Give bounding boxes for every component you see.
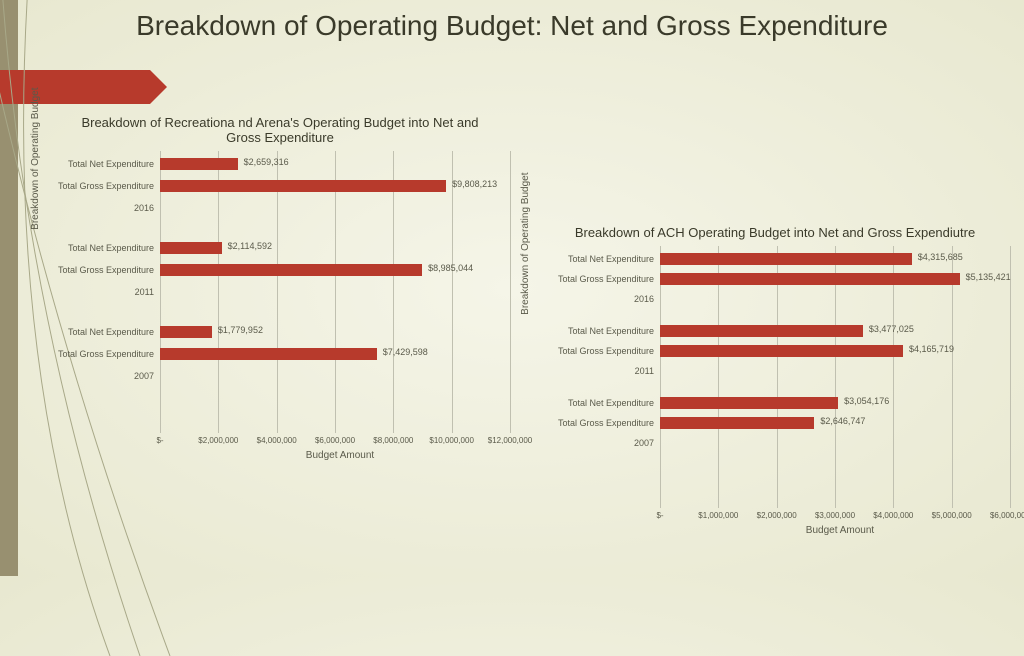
bar xyxy=(660,417,814,429)
year-row: 2016 xyxy=(530,290,660,308)
row-label: Total Net Expenditure xyxy=(40,159,160,169)
year-label: 2016 xyxy=(40,203,160,213)
bar xyxy=(660,397,838,409)
chart-title: Breakdown of ACH Operating Budget into N… xyxy=(530,225,1020,240)
x-tick: $3,000,000 xyxy=(815,511,855,520)
gridline xyxy=(452,151,453,433)
x-tick: $- xyxy=(656,511,663,520)
row-label: Total Net Expenditure xyxy=(40,327,160,337)
bar-row: Total Gross Expenditure$7,429,598 xyxy=(40,345,377,363)
row-label: Total Net Expenditure xyxy=(530,326,660,336)
bar xyxy=(660,273,960,285)
x-axis-label: Budget Amount xyxy=(660,525,1020,536)
x-tick: $12,000,000 xyxy=(488,436,533,445)
bar xyxy=(660,253,912,265)
year-row: 2007 xyxy=(40,367,160,385)
year-row: 2016 xyxy=(40,199,160,217)
x-tick: $2,000,000 xyxy=(757,511,797,520)
bar xyxy=(160,326,212,338)
bar xyxy=(660,325,863,337)
bar-row: Total Net Expenditure$4,315,685 xyxy=(530,250,912,268)
x-tick: $6,000,000 xyxy=(990,511,1024,520)
bar xyxy=(160,180,446,192)
row-label: Total Gross Expenditure xyxy=(40,181,160,191)
bar-value: $5,135,421 xyxy=(960,272,1011,282)
bar-row: Total Gross Expenditure$4,165,719 xyxy=(530,342,903,360)
year-label: 2016 xyxy=(530,294,660,304)
row-label: Total Gross Expenditure xyxy=(40,265,160,275)
row-label: Total Gross Expenditure xyxy=(40,349,160,359)
row-label: Total Net Expenditure xyxy=(40,243,160,253)
x-tick: $6,000,000 xyxy=(315,436,355,445)
year-row: 2011 xyxy=(40,283,160,301)
row-label: Total Net Expenditure xyxy=(530,398,660,408)
gridline xyxy=(510,151,511,433)
chart-title: Breakdown of Recreationa nd Arena's Oper… xyxy=(40,115,520,145)
year-label: 2011 xyxy=(530,366,660,376)
bar-row: Total Gross Expenditure$2,646,747 xyxy=(530,414,814,432)
bar-value: $8,985,044 xyxy=(422,263,473,273)
year-row: 2011 xyxy=(530,362,660,380)
bar-value: $4,315,685 xyxy=(912,252,963,262)
bar xyxy=(160,158,238,170)
bar xyxy=(660,345,903,357)
bar xyxy=(160,242,222,254)
year-label: 2007 xyxy=(530,438,660,448)
bar-value: $3,054,176 xyxy=(838,396,889,406)
bar-row: Total Net Expenditure$3,054,176 xyxy=(530,394,838,412)
bar-value: $1,779,952 xyxy=(212,325,263,335)
row-label: Total Gross Expenditure xyxy=(530,346,660,356)
row-label: Total Gross Expenditure xyxy=(530,418,660,428)
bar-row: Total Net Expenditure$2,659,316 xyxy=(40,155,238,173)
bar-value: $9,808,213 xyxy=(446,179,497,189)
x-tick: $4,000,000 xyxy=(873,511,913,520)
bar-row: Total Gross Expenditure$8,985,044 xyxy=(40,261,422,279)
bar-value: $4,165,719 xyxy=(903,344,954,354)
bar-row: Total Net Expenditure$2,114,592 xyxy=(40,239,222,257)
chart-recreation-arena: Breakdown of Recreationa nd Arena's Oper… xyxy=(40,115,520,451)
bar-row: Total Gross Expenditure$9,808,213 xyxy=(40,177,446,195)
accent-arrow xyxy=(0,70,150,104)
bar-value: $3,477,025 xyxy=(863,324,914,334)
bar-value: $2,659,316 xyxy=(238,157,289,167)
x-tick: $4,000,000 xyxy=(257,436,297,445)
x-tick: $2,000,000 xyxy=(198,436,238,445)
bar-value: $7,429,598 xyxy=(377,347,428,357)
year-label: 2011 xyxy=(40,287,160,297)
x-tick: $1,000,000 xyxy=(698,511,738,520)
row-label: Total Gross Expenditure xyxy=(530,274,660,284)
year-label: 2007 xyxy=(40,371,160,381)
x-tick: $5,000,000 xyxy=(932,511,972,520)
x-tick: $10,000,000 xyxy=(429,436,474,445)
page-title: Breakdown of Operating Budget: Net and G… xyxy=(0,10,1024,42)
bar-row: Total Net Expenditure$1,779,952 xyxy=(40,323,212,341)
bar xyxy=(160,264,422,276)
bar-row: Total Gross Expenditure$5,135,421 xyxy=(530,270,960,288)
chart-ach: Breakdown of ACH Operating Budget into N… xyxy=(530,225,1020,526)
gridline xyxy=(1010,246,1011,508)
year-row: 2007 xyxy=(530,434,660,452)
row-label: Total Net Expenditure xyxy=(530,254,660,264)
bar-value: $2,114,592 xyxy=(222,241,272,251)
x-tick: $- xyxy=(156,436,163,445)
x-tick: $8,000,000 xyxy=(373,436,413,445)
bar-value: $2,646,747 xyxy=(814,416,865,426)
bar-row: Total Net Expenditure$3,477,025 xyxy=(530,322,863,340)
x-axis-label: Budget Amount xyxy=(160,450,520,461)
bar xyxy=(160,348,377,360)
